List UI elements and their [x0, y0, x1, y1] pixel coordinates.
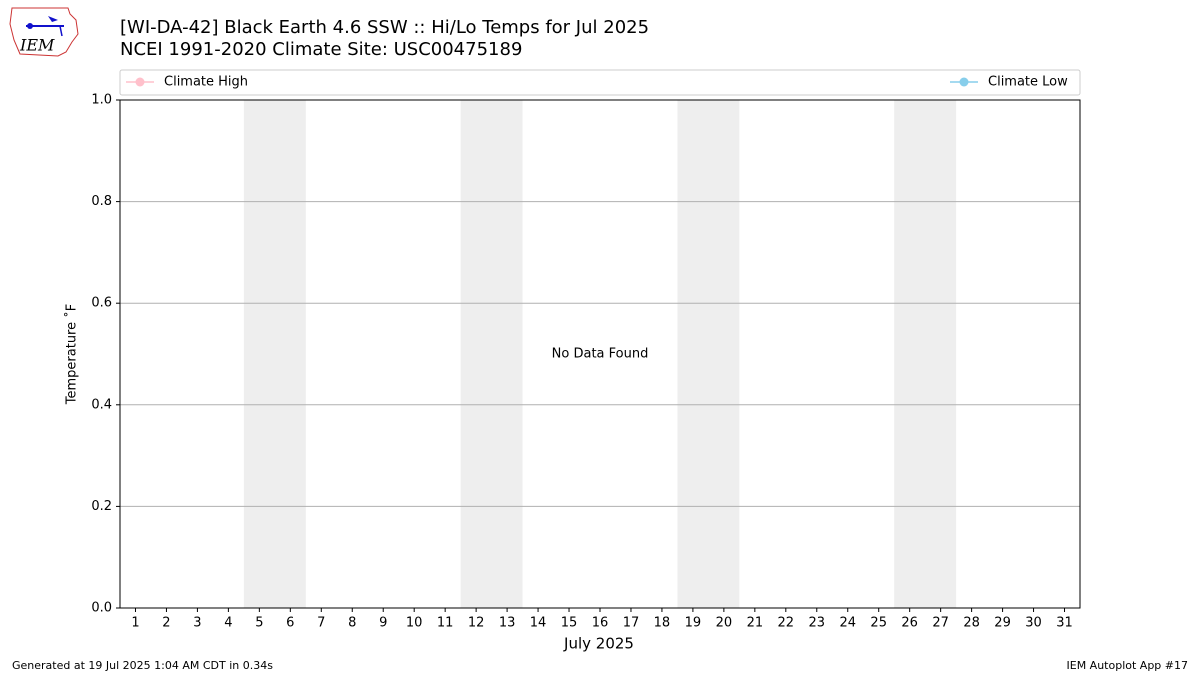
- legend-marker: [959, 77, 969, 87]
- plot-frame: [119, 99, 1081, 609]
- x-tick-label: 25: [870, 616, 887, 631]
- logo: IEM: [9, 7, 79, 57]
- x-tick-label: 14: [530, 616, 547, 631]
- x-tick-label: 18: [654, 616, 671, 631]
- x-tick-label: 28: [963, 616, 980, 631]
- weekend-shade: [677, 100, 740, 608]
- weekend-shade: [243, 100, 306, 608]
- legend-label: Climate High: [164, 75, 248, 90]
- x-tick-label: 22: [778, 616, 795, 631]
- x-tick-label: 8: [348, 616, 356, 631]
- x-tick-label: 29: [994, 616, 1011, 631]
- x-tick-label: 17: [623, 616, 640, 631]
- footer-right: IEM Autoplot App #17: [1067, 659, 1189, 672]
- x-tick-label: 1: [131, 616, 139, 631]
- x-tick-label: 10: [406, 616, 423, 631]
- x-tick-label: 27: [932, 616, 949, 631]
- y-tick-label: 0.4: [91, 397, 112, 412]
- chart-subtitle: NCEI 1991-2020 Climate Site: USC00475189: [120, 39, 522, 60]
- x-tick-label: 4: [224, 616, 232, 631]
- logo-text: IEM: [19, 36, 55, 55]
- x-tick-label: 19: [685, 616, 702, 631]
- x-tick-label: 6: [286, 616, 294, 631]
- x-tick-label: 21: [747, 616, 764, 631]
- x-tick-label: 12: [468, 616, 485, 631]
- y-tick-label: 1.0: [91, 93, 112, 108]
- x-tick-label: 2: [162, 616, 170, 631]
- x-tick-label: 20: [716, 616, 733, 631]
- x-tick-label: 5: [255, 616, 263, 631]
- y-tick-label: 0.2: [91, 499, 112, 514]
- x-tick-label: 7: [317, 616, 325, 631]
- x-axis-label: July 2025: [563, 635, 634, 653]
- chart-title: [WI-DA-42] Black Earth 4.6 SSW :: Hi/Lo …: [120, 17, 649, 38]
- y-tick-label: 0.8: [91, 194, 112, 209]
- y-tick-label: 0.0: [91, 601, 112, 616]
- x-tick-label: 31: [1056, 616, 1073, 631]
- legend-marker: [135, 77, 145, 87]
- x-tick-label: 26: [901, 616, 918, 631]
- x-tick-label: 15: [561, 616, 578, 631]
- x-tick-label: 13: [499, 616, 516, 631]
- x-tick-label: 16: [592, 616, 609, 631]
- legend: [119, 69, 1081, 96]
- x-tick-label: 9: [379, 616, 387, 631]
- x-tick-label: 24: [839, 616, 856, 631]
- x-tick-label: 3: [193, 616, 201, 631]
- x-tick-label: 30: [1025, 616, 1042, 631]
- legend-label: Climate Low: [988, 75, 1068, 90]
- x-tick-label: 23: [809, 616, 826, 631]
- y-axis-label: Temperature ˚F: [64, 304, 80, 405]
- x-tick-label: 11: [437, 616, 454, 631]
- annotation: No Data Found: [552, 347, 649, 362]
- weekend-shade: [894, 100, 957, 608]
- footer-left: Generated at 19 Jul 2025 1:04 AM CDT in …: [12, 659, 273, 672]
- y-tick-label: 0.6: [91, 296, 112, 311]
- weekend-shade: [460, 100, 523, 608]
